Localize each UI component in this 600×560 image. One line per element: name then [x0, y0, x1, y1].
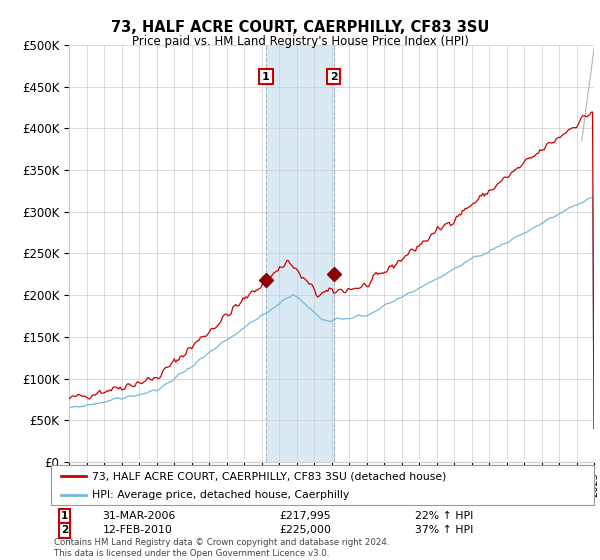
Text: 73, HALF ACRE COURT, CAERPHILLY, CF83 3SU: 73, HALF ACRE COURT, CAERPHILLY, CF83 3S…	[111, 20, 489, 35]
Text: 1: 1	[61, 511, 68, 521]
Text: 1: 1	[262, 72, 270, 82]
Text: 12-FEB-2010: 12-FEB-2010	[103, 525, 172, 535]
Text: £217,995: £217,995	[279, 511, 331, 521]
Text: 73, HALF ACRE COURT, CAERPHILLY, CF83 3SU (detached house): 73, HALF ACRE COURT, CAERPHILLY, CF83 3S…	[92, 471, 446, 481]
Text: 2: 2	[330, 72, 337, 82]
Bar	[266, 45, 334, 462]
Text: Price paid vs. HM Land Registry's House Price Index (HPI): Price paid vs. HM Land Registry's House …	[131, 35, 469, 48]
Text: 31-MAR-2006: 31-MAR-2006	[103, 511, 176, 521]
Text: £225,000: £225,000	[279, 525, 331, 535]
Text: 37% ↑ HPI: 37% ↑ HPI	[415, 525, 473, 535]
Text: HPI: Average price, detached house, Caerphilly: HPI: Average price, detached house, Caer…	[92, 490, 349, 500]
Text: 2: 2	[61, 525, 68, 535]
Text: 22% ↑ HPI: 22% ↑ HPI	[415, 511, 473, 521]
Text: Contains HM Land Registry data © Crown copyright and database right 2024.
This d: Contains HM Land Registry data © Crown c…	[54, 539, 389, 558]
